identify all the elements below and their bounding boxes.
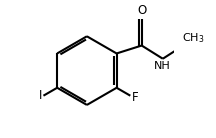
Text: I: I [39,89,42,102]
Text: CH$_3$: CH$_3$ [182,31,204,45]
Text: F: F [131,91,138,104]
Text: NH: NH [154,61,170,71]
Text: O: O [137,4,146,17]
